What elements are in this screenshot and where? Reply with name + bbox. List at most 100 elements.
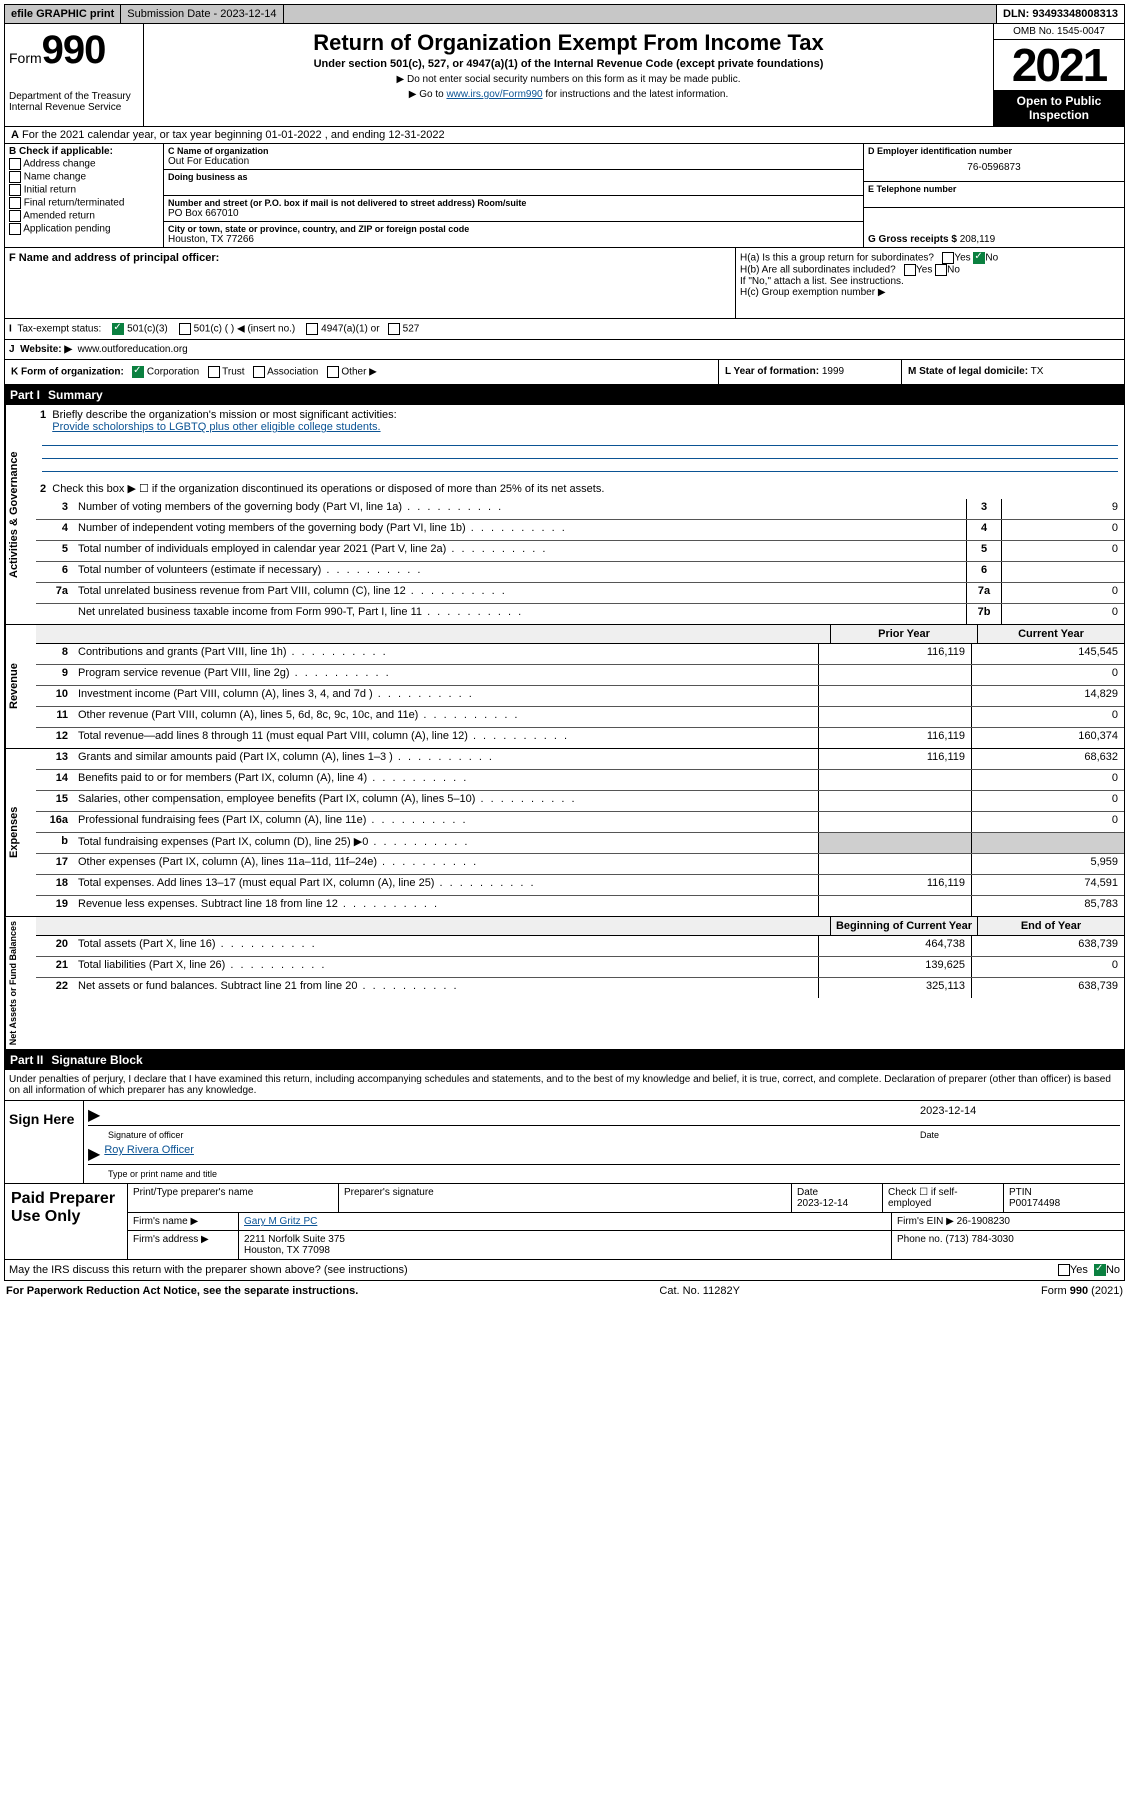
efile-button[interactable]: efile GRAPHIC print <box>5 5 121 23</box>
org-city: Houston, TX 77266 <box>168 234 859 245</box>
arrow-icon: ▶ <box>88 1144 100 1164</box>
phone-lab2: Phone no. <box>897 1234 943 1245</box>
m-val: TX <box>1031 366 1044 377</box>
prior-year-val <box>818 770 971 790</box>
firm-ein: 26-1908230 <box>957 1216 1010 1227</box>
row-text: Total unrelated business revenue from Pa… <box>74 583 966 603</box>
box-b: B Check if applicable: Address change Na… <box>5 144 164 247</box>
ein-value: 76-0596873 <box>868 156 1120 179</box>
part2-title: Signature Block <box>51 1053 142 1067</box>
ein-lab: D Employer identification number <box>868 146 1120 156</box>
row-val <box>1001 562 1124 582</box>
note2-post: for instructions and the latest informat… <box>543 89 729 100</box>
paid-title: Paid Preparer Use Only <box>5 1184 128 1259</box>
prior-year-val <box>818 686 971 706</box>
side-na: Net Assets or Fund Balances <box>5 917 36 1049</box>
row-text: Number of voting members of the governin… <box>74 499 966 519</box>
row-num: 6 <box>36 562 74 582</box>
row-box: 5 <box>966 541 1001 561</box>
opt-527: 527 <box>403 324 420 335</box>
row-text: Total expenses. Add lines 13–17 (must eq… <box>74 875 818 895</box>
current-year-val: 0 <box>971 791 1124 811</box>
table-row: 17 Other expenses (Part IX, column (A), … <box>36 854 1124 875</box>
table-row: 9 Program service revenue (Part VIII, li… <box>36 665 1124 686</box>
irs-link[interactable]: www.irs.gov/Form990 <box>446 89 542 100</box>
cb-name[interactable]: Name change <box>9 171 159 183</box>
cb-may-yes[interactable] <box>1058 1264 1070 1276</box>
declaration-text: Under penalties of perjury, I declare th… <box>5 1070 1124 1100</box>
table-row: b Total fundraising expenses (Part IX, c… <box>36 833 1124 854</box>
row-text: Salaries, other compensation, employee b… <box>74 791 818 811</box>
addr-lab: Number and street (or P.O. box if mail i… <box>168 198 859 208</box>
cb-assoc[interactable] <box>253 366 265 378</box>
ha-text: H(a) Is this a group return for subordin… <box>740 253 934 264</box>
i-lab: Tax-exempt status: <box>17 324 101 335</box>
cb-address[interactable]: Address change <box>9 158 159 170</box>
row-num: 10 <box>36 686 74 706</box>
cb-may-no[interactable] <box>1094 1264 1106 1276</box>
boy-hdr: Beginning of Current Year <box>830 917 977 935</box>
prior-year-val <box>818 854 971 874</box>
side-exp: Expenses <box>5 749 36 916</box>
paid-preparer: Paid Preparer Use Only Print/Type prepar… <box>5 1183 1124 1259</box>
org-address: PO Box 667010 <box>168 208 859 219</box>
box-deg: D Employer identification number76-05968… <box>863 144 1124 247</box>
cb-pending[interactable]: Application pending <box>9 223 159 235</box>
row-num: 21 <box>36 957 74 977</box>
row-num: 3 <box>36 499 74 519</box>
l-lab: L Year of formation: <box>725 366 819 377</box>
table-row: 22 Net assets or fund balances. Subtract… <box>36 978 1124 998</box>
row-text: Grants and similar amounts paid (Part IX… <box>74 749 818 769</box>
line-a: A For the 2021 calendar year, or tax yea… <box>4 127 1125 144</box>
opt-final: Final return/terminated <box>24 198 125 209</box>
opt-pend: Application pending <box>23 224 110 235</box>
q2-text: Check this box ▶ ☐ if the organization d… <box>52 483 604 495</box>
sig-officer-line[interactable]: ▶ 2023-12-14 <box>88 1105 1120 1126</box>
gross-value: 208,119 <box>960 234 995 245</box>
form-number: 990 <box>42 28 106 72</box>
part2-bar: Part II Signature Block <box>4 1050 1125 1070</box>
hc-text: H(c) Group exemption number ▶ <box>740 287 1120 298</box>
current-year-val: 638,739 <box>971 936 1124 956</box>
firm-name: Gary M Gritz PC <box>239 1213 892 1230</box>
opt-amend: Amended return <box>23 211 95 222</box>
table-row: 18 Total expenses. Add lines 13–17 (must… <box>36 875 1124 896</box>
entity-block: B Check if applicable: Address change Na… <box>4 144 1125 248</box>
cb-501c[interactable] <box>179 323 191 335</box>
submission-date: Submission Date - 2023-12-14 <box>121 5 283 23</box>
cb-final[interactable]: Final return/terminated <box>9 197 159 209</box>
cb-4947[interactable] <box>306 323 318 335</box>
signature-block: Under penalties of perjury, I declare th… <box>4 1070 1125 1281</box>
current-year-val: 0 <box>971 770 1124 790</box>
header-title-block: Return of Organization Exempt From Incom… <box>144 24 993 126</box>
form-word: Form <box>9 50 42 66</box>
officer-name: Roy Rivera Officer <box>104 1144 194 1164</box>
form-title: Return of Organization Exempt From Incom… <box>152 30 985 56</box>
row-text: Other revenue (Part VIII, column (A), li… <box>74 707 818 727</box>
box-k: K Form of organization: Corporation Trus… <box>5 360 719 384</box>
prior-year-val <box>818 812 971 832</box>
cb-amended[interactable]: Amended return <box>9 210 159 222</box>
hb-note: If "No," attach a list. See instructions… <box>740 276 1120 287</box>
cb-527[interactable] <box>388 323 400 335</box>
mission-line <box>42 433 1118 446</box>
cb-501c3[interactable] <box>112 323 124 335</box>
cb-corp[interactable] <box>132 366 144 378</box>
current-year-val: 0 <box>971 707 1124 727</box>
cb-trust[interactable] <box>208 366 220 378</box>
cb-initial[interactable]: Initial return <box>9 184 159 196</box>
table-row: 19 Revenue less expenses. Subtract line … <box>36 896 1124 916</box>
row-i: I Tax-exempt status: 501(c)(3) 501(c) ( … <box>4 319 1125 340</box>
row-val: 0 <box>1001 583 1124 603</box>
gov-row: 4 Number of independent voting members o… <box>36 520 1124 541</box>
row-text: Number of independent voting members of … <box>74 520 966 540</box>
row-val: 0 <box>1001 604 1124 624</box>
cb-other[interactable] <box>327 366 339 378</box>
table-row: 15 Salaries, other compensation, employe… <box>36 791 1124 812</box>
gov-section: Activities & Governance 1 Briefly descri… <box>4 405 1125 625</box>
part1-bar: Part I Summary <box>4 385 1125 405</box>
row-val: 0 <box>1001 520 1124 540</box>
form-subtitle: Under section 501(c), 527, or 4947(a)(1)… <box>152 58 985 70</box>
j-lab: Website: ▶ <box>20 344 72 355</box>
row-num: 8 <box>36 644 74 664</box>
